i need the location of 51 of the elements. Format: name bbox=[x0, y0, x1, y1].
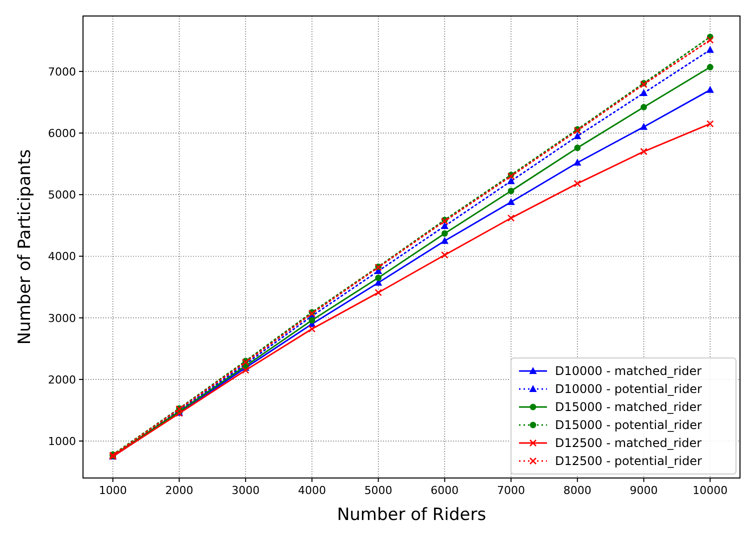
point bbox=[706, 86, 714, 93]
x-tick-label: 8000 bbox=[563, 484, 592, 497]
y-tick-label: 7000 bbox=[48, 65, 76, 78]
y-tick-label: 1000 bbox=[48, 435, 76, 448]
legend-label: D10000 - potential_rider bbox=[555, 382, 702, 396]
x-tick-label: 4000 bbox=[298, 484, 326, 497]
x-tick-label: 10000 bbox=[692, 484, 728, 497]
point bbox=[308, 325, 316, 333]
x-axis-title: Number of Riders bbox=[336, 505, 486, 525]
legend-label: D10000 - matched_rider bbox=[555, 364, 702, 378]
point bbox=[640, 89, 648, 96]
point bbox=[440, 222, 448, 230]
y-tick-label: 4000 bbox=[48, 250, 76, 264]
y-tick-label: 6000 bbox=[48, 127, 76, 140]
legend-label: D15000 - matched_rider bbox=[555, 400, 702, 414]
x-tick-label: 1000 bbox=[98, 484, 127, 497]
point bbox=[507, 214, 515, 222]
x-tick-label: 3000 bbox=[232, 484, 260, 497]
point bbox=[375, 274, 382, 281]
y-tick-label: 2000 bbox=[48, 373, 76, 386]
point bbox=[574, 180, 582, 188]
point bbox=[706, 36, 714, 44]
y-axis-title: Number of Participants bbox=[15, 149, 35, 345]
point bbox=[242, 366, 250, 374]
point bbox=[440, 236, 448, 244]
point bbox=[706, 64, 714, 70]
point bbox=[374, 288, 382, 296]
point bbox=[508, 188, 514, 194]
point bbox=[706, 46, 714, 53]
point bbox=[308, 317, 316, 324]
point bbox=[507, 198, 515, 206]
x-tick-label: 9000 bbox=[630, 484, 658, 497]
point bbox=[706, 120, 714, 128]
point bbox=[574, 144, 581, 152]
legend-label: D15000 - potential_rider bbox=[555, 418, 702, 432]
point bbox=[640, 122, 648, 130]
x-tick-label: 5000 bbox=[364, 484, 392, 497]
x-tick-label: 2000 bbox=[165, 484, 194, 497]
point bbox=[441, 230, 448, 237]
point bbox=[640, 148, 648, 156]
point bbox=[640, 104, 647, 110]
legend-label: D12500 - matched_rider bbox=[555, 436, 702, 450]
x-tick-label: 6000 bbox=[430, 484, 459, 497]
legend-label: D12500 - potential_rider bbox=[555, 454, 702, 468]
x-tick-label: 7000 bbox=[497, 484, 526, 497]
y-tick-label: 5000 bbox=[48, 188, 76, 202]
y-tick-label: 3000 bbox=[48, 312, 76, 325]
point bbox=[574, 158, 582, 166]
point bbox=[441, 251, 448, 259]
point bbox=[574, 132, 582, 140]
point bbox=[507, 177, 515, 184]
